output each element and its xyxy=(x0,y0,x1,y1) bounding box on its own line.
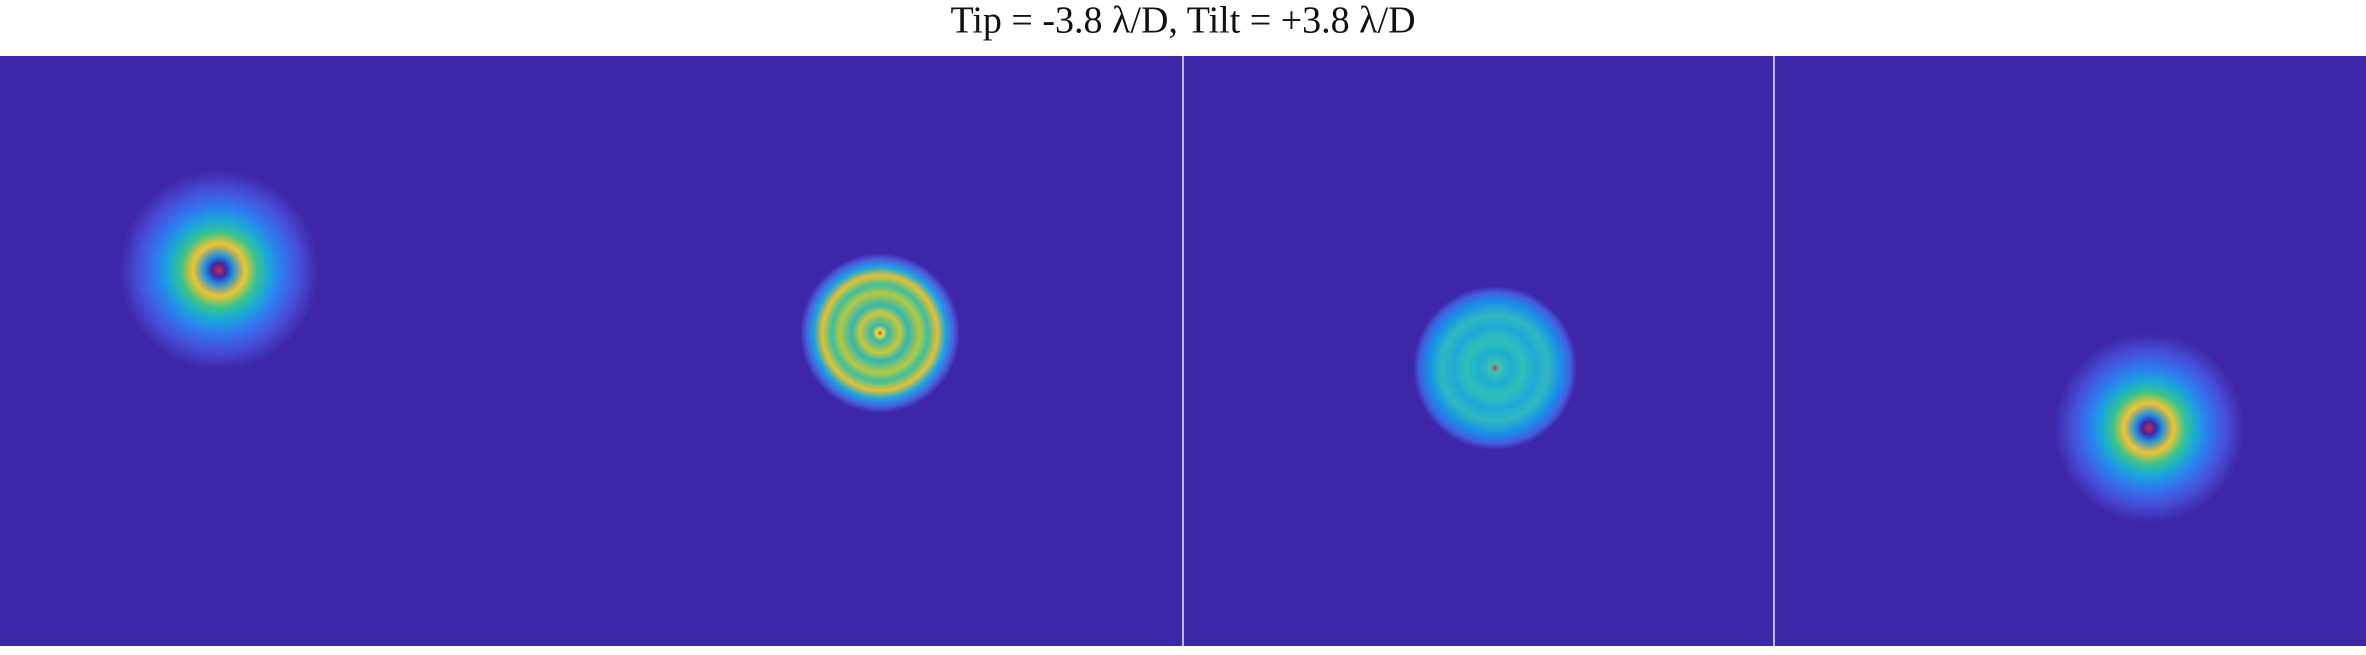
psf-spot xyxy=(800,253,960,413)
figure-title: Tip = -3.8 λ/D, Tilt = +3.8 λ/D xyxy=(950,0,1415,42)
psf-spot xyxy=(119,170,319,370)
psf-spot xyxy=(1413,286,1577,450)
psf-spot xyxy=(2054,333,2244,523)
